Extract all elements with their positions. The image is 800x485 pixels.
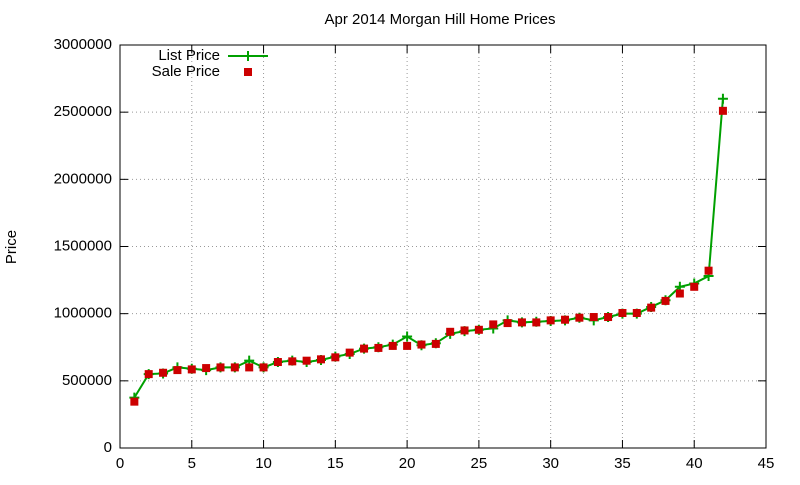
y-tick-label: 2000000 [54, 170, 112, 187]
x-tick-label: 10 [255, 455, 272, 472]
chart-title: Apr 2014 Morgan Hill Home Prices [325, 11, 556, 28]
data-point [717, 93, 728, 104]
data-point [546, 316, 555, 325]
data-point [661, 296, 670, 305]
data-point [345, 348, 354, 357]
data-point [130, 397, 139, 406]
data-point [273, 358, 282, 367]
y-axis-label: Price [3, 230, 20, 264]
data-point [604, 313, 613, 322]
data-point [259, 363, 268, 372]
y-tick-label: 500000 [62, 372, 112, 389]
data-point [230, 363, 239, 372]
data-point [561, 315, 570, 324]
data-point [288, 357, 297, 366]
data-point [503, 319, 512, 328]
data-point [474, 325, 483, 334]
data-point [446, 327, 455, 336]
data-point [690, 282, 699, 291]
data-point [431, 339, 440, 348]
legend-marker [243, 51, 253, 61]
data-point [532, 318, 541, 327]
data-point [331, 353, 340, 362]
legend-label: List Price [158, 47, 220, 64]
data-point [245, 363, 254, 372]
data-point [302, 356, 311, 365]
x-tick-label: 20 [399, 455, 416, 472]
data-point [374, 343, 383, 352]
data-point [675, 289, 684, 298]
data-point [632, 308, 641, 317]
x-tick-label: 15 [327, 455, 344, 472]
data-point [388, 341, 397, 350]
x-tick-label: 40 [686, 455, 703, 472]
legend-marker [244, 68, 252, 76]
data-point [159, 368, 168, 377]
data-point [187, 365, 196, 374]
series-line [133, 98, 724, 399]
data-point [489, 320, 498, 329]
data-point [647, 303, 656, 312]
data-point [202, 364, 211, 373]
y-tick-label: 0 [104, 439, 112, 456]
data-point [517, 318, 526, 327]
x-tick-label: 5 [188, 455, 196, 472]
data-point [618, 308, 627, 317]
data-point [704, 266, 713, 275]
y-tick-label: 1500000 [54, 237, 112, 254]
data-point [403, 341, 412, 350]
x-tick-label: 0 [116, 455, 124, 472]
data-point [402, 331, 413, 342]
x-tick-label: 25 [471, 455, 488, 472]
data-point [417, 340, 426, 349]
data-point [173, 366, 182, 375]
plot-frame [119, 44, 767, 449]
data-point [216, 363, 225, 372]
data-point [460, 326, 469, 335]
y-tick-label: 2500000 [54, 103, 112, 120]
x-tick-label: 35 [614, 455, 631, 472]
legend-label: Sale Price [152, 63, 220, 80]
data-point [589, 313, 598, 322]
data-point [144, 370, 153, 379]
data-point [718, 106, 727, 115]
data-point [316, 355, 325, 364]
y-tick-label: 3000000 [54, 36, 112, 53]
data-point [360, 344, 369, 353]
x-tick-label: 30 [542, 455, 559, 472]
data-point [575, 313, 584, 322]
x-tick-label: 45 [758, 455, 775, 472]
y-tick-label: 1000000 [54, 305, 112, 322]
